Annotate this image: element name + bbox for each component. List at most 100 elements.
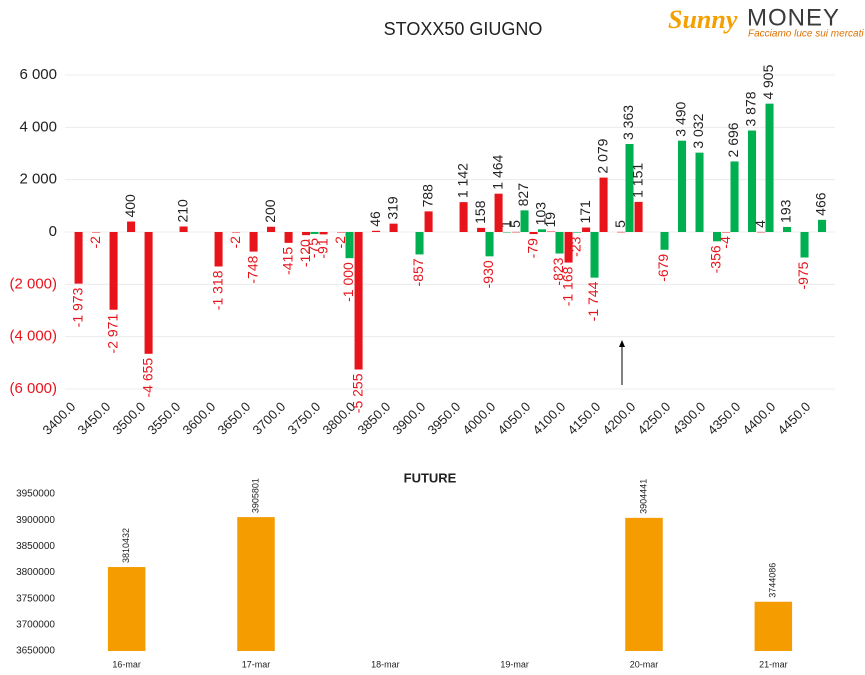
data-label: 5 — [507, 220, 523, 228]
bar — [503, 231, 512, 233]
data-label: -91 — [314, 238, 330, 258]
data-label: -120 — [297, 239, 313, 267]
data-label: -1 000 — [340, 262, 356, 302]
data-label: 3810432 — [121, 528, 131, 563]
bar — [599, 177, 608, 232]
bar — [625, 144, 634, 232]
data-label: -5 255 — [349, 373, 365, 413]
x-tick-label: 4400.0 — [740, 399, 779, 438]
bar — [634, 201, 643, 232]
x-tick-label: 3400.0 — [40, 399, 79, 438]
annotation-arrow-head — [619, 340, 625, 347]
x-tick-label: 4100.0 — [530, 399, 569, 438]
logo-name: MONEY — [747, 4, 840, 31]
bar — [302, 232, 311, 236]
data-label: -4 655 — [139, 358, 155, 398]
bar — [713, 232, 722, 242]
y-tick-label: (6 000) — [9, 380, 57, 397]
data-label: 19 — [542, 212, 558, 228]
y-tick-label: (4 000) — [9, 328, 57, 345]
bar — [310, 232, 319, 234]
bar — [372, 230, 381, 232]
data-label: 103 — [533, 202, 549, 226]
data-label: -415 — [279, 247, 295, 275]
bar — [625, 517, 663, 651]
bar — [232, 232, 241, 233]
data-label: 1 464 — [489, 154, 505, 189]
data-label: -930 — [480, 260, 496, 288]
data-label: -2 — [87, 236, 103, 249]
bar — [319, 232, 328, 235]
x-tick-label: 4200.0 — [600, 399, 639, 438]
bar — [555, 232, 564, 254]
data-label: 827 — [515, 183, 531, 207]
bar — [144, 232, 153, 354]
data-label: 5 — [612, 220, 628, 228]
x-tick-label: 3550.0 — [145, 399, 184, 438]
bar — [678, 140, 687, 232]
logo-tagline: Facciamo luce sui mercati — [748, 29, 864, 40]
bar — [92, 232, 101, 233]
bar — [494, 193, 503, 232]
bar — [660, 232, 669, 250]
y-tick-label: 3900000 — [16, 515, 55, 526]
y-tick-label: 3700000 — [16, 619, 55, 630]
bar — [107, 567, 146, 651]
x-tick-label: 4000.0 — [460, 399, 499, 438]
y-tick-label: 3800000 — [16, 567, 55, 578]
x-tick-label: 4300.0 — [670, 399, 709, 438]
bar — [284, 232, 293, 243]
bar — [485, 232, 494, 257]
data-label: -79 — [524, 238, 540, 258]
bar — [754, 601, 793, 651]
data-label: 3905801 — [250, 478, 260, 513]
x-tick-label: 3650.0 — [215, 399, 254, 438]
x-tick-label: 3600.0 — [180, 399, 219, 438]
bar — [214, 232, 223, 267]
bar — [237, 517, 275, 651]
bar — [765, 103, 774, 232]
bar — [573, 232, 582, 233]
data-label: -748 — [244, 255, 260, 283]
bar — [800, 232, 809, 258]
y-tick-label: 3750000 — [16, 593, 55, 604]
bar — [477, 227, 486, 232]
x-tick-label: 21-mar — [759, 659, 788, 669]
bar — [249, 232, 258, 252]
data-label: 3 363 — [620, 105, 636, 140]
y-tick-label: 3650000 — [16, 646, 55, 657]
data-label: 3744086 — [768, 563, 778, 598]
logo-brand: Sunny — [668, 5, 738, 34]
x-tick-label: 3750.0 — [285, 399, 324, 438]
data-label: -2 — [227, 236, 243, 249]
y-tick-label: 3850000 — [16, 541, 55, 552]
data-label: 158 — [472, 200, 488, 224]
data-label: -679 — [655, 254, 671, 282]
data-label: -1 318 — [209, 270, 225, 310]
bar — [179, 226, 188, 232]
x-tick-label: 4050.0 — [495, 399, 534, 438]
x-tick-label: 3950.0 — [425, 399, 464, 438]
bar — [757, 231, 766, 233]
y-tick-label: 0 — [49, 223, 57, 240]
y-tick-label: 6 000 — [19, 66, 57, 83]
data-label: 1 — [498, 220, 514, 228]
x-tick-label: 3700.0 — [250, 399, 289, 438]
bar — [590, 232, 599, 278]
data-label: 400 — [122, 194, 138, 218]
data-label: -1 973 — [69, 287, 85, 327]
data-label: -356 — [708, 245, 724, 273]
bar — [424, 211, 433, 232]
bar — [695, 152, 704, 232]
bar — [109, 232, 118, 310]
bar — [818, 219, 827, 232]
data-label: -75 — [305, 238, 321, 258]
data-label: 3 878 — [743, 91, 759, 126]
data-label: 1 151 — [629, 163, 645, 198]
bar — [520, 210, 529, 232]
bar — [783, 226, 792, 232]
bar — [345, 232, 354, 259]
bar — [415, 232, 424, 255]
data-label: 466 — [813, 192, 829, 216]
